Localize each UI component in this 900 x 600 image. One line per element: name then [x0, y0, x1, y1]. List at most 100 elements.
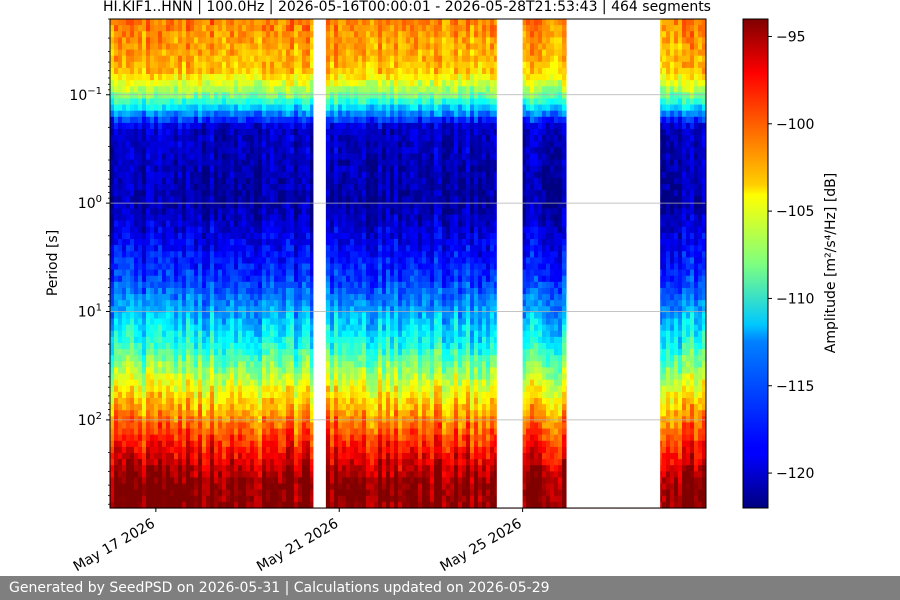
heatmap-cell — [110, 361, 115, 369]
heatmap-cell — [326, 312, 331, 320]
heatmap-cell — [326, 159, 331, 167]
heatmap-cell — [262, 171, 267, 179]
heatmap-cell — [218, 306, 223, 313]
heatmap-cell — [214, 312, 219, 320]
heatmap-cell — [342, 489, 347, 497]
heatmap-cell — [198, 361, 203, 369]
heatmap-cell — [114, 239, 119, 246]
heatmap-cell — [302, 342, 307, 350]
heatmap-cell — [138, 220, 143, 228]
heatmap-cell — [202, 342, 207, 350]
heatmap-cell — [138, 471, 143, 479]
heatmap-cell — [218, 391, 223, 399]
heatmap-cell — [346, 263, 351, 271]
heatmap-cell — [294, 110, 299, 118]
heatmap-cell — [130, 465, 135, 472]
heatmap-cell — [274, 61, 279, 69]
heatmap-cell — [250, 501, 255, 509]
heatmap-cell — [234, 342, 239, 350]
heatmap-cell — [198, 74, 203, 81]
heatmap-cell — [194, 208, 199, 216]
heatmap-cell — [290, 171, 295, 179]
heatmap-cell — [254, 312, 259, 320]
heatmap-cell — [234, 324, 239, 332]
heatmap-cell — [350, 367, 355, 375]
heatmap-cell — [294, 135, 299, 142]
heatmap-cell — [350, 391, 355, 399]
heatmap-cell — [330, 232, 335, 240]
heatmap-cell — [274, 434, 279, 442]
heatmap-cell — [286, 330, 291, 338]
heatmap-cell — [330, 153, 335, 161]
heatmap-cell — [298, 86, 303, 93]
heatmap-cell — [142, 92, 147, 100]
heatmap-cell — [198, 306, 203, 313]
heatmap-cell — [222, 196, 227, 203]
heatmap-cell — [206, 446, 211, 454]
heatmap-cell — [178, 226, 183, 234]
heatmap-cell — [298, 483, 303, 491]
heatmap-cell — [230, 19, 235, 26]
heatmap-cell — [290, 184, 295, 191]
heatmap-cell — [350, 190, 355, 197]
heatmap-cell — [354, 312, 359, 320]
heatmap-cell — [146, 275, 151, 283]
heatmap-cell — [234, 367, 239, 375]
heatmap-cell — [130, 19, 135, 26]
heatmap-cell — [274, 141, 279, 148]
heatmap-cell — [126, 404, 131, 411]
heatmap-cell — [210, 306, 215, 313]
heatmap-cell — [354, 336, 359, 344]
heatmap-cell — [326, 385, 331, 393]
heatmap-cell — [178, 312, 183, 320]
heatmap-cell — [298, 31, 303, 38]
heatmap-cell — [286, 171, 291, 179]
heatmap-cell — [114, 404, 119, 411]
heatmap-cell — [302, 98, 307, 106]
heatmap-cell — [186, 501, 191, 509]
heatmap-cell — [182, 37, 187, 45]
heatmap-cell — [154, 110, 159, 118]
heatmap-cell — [342, 31, 347, 38]
heatmap-cell — [206, 19, 211, 26]
heatmap-cell — [162, 336, 167, 344]
heatmap-cell — [122, 92, 127, 100]
heatmap-cell — [170, 220, 175, 228]
heatmap-cell — [230, 55, 235, 63]
heatmap-cell — [162, 245, 167, 252]
heatmap-cell — [154, 232, 159, 240]
heatmap-cell — [266, 410, 271, 417]
heatmap-cell — [286, 428, 291, 436]
heatmap-cell — [338, 318, 343, 326]
heatmap-cell — [234, 214, 239, 222]
heatmap-cell — [346, 251, 351, 258]
heatmap-cell — [250, 92, 255, 100]
heatmap-cell — [258, 452, 263, 460]
heatmap-cell — [278, 385, 283, 393]
heatmap-cell — [250, 410, 255, 417]
heatmap-cell — [194, 61, 199, 69]
heatmap-cell — [190, 171, 195, 179]
heatmap-cell — [202, 269, 207, 277]
heatmap-cell — [254, 190, 259, 197]
heatmap-cell — [126, 318, 131, 326]
heatmap-cell — [130, 141, 135, 148]
heatmap-cell — [142, 135, 147, 142]
heatmap-cell — [274, 330, 279, 338]
heatmap-cell — [138, 324, 143, 332]
heatmap-cell — [190, 43, 195, 51]
heatmap-cell — [214, 483, 219, 491]
heatmap-cell — [310, 330, 315, 338]
heatmap-cell — [134, 141, 139, 148]
heatmap-cell — [150, 465, 155, 472]
heatmap-cell — [174, 263, 179, 271]
heatmap-cell — [290, 80, 295, 87]
heatmap-cell — [114, 141, 119, 148]
heatmap-cell — [190, 177, 195, 185]
heatmap-cell — [306, 281, 311, 289]
heatmap-cell — [246, 342, 251, 350]
heatmap-cell — [174, 294, 179, 301]
heatmap-cell — [134, 294, 139, 301]
heatmap-cell — [206, 275, 211, 283]
heatmap-cell — [342, 190, 347, 197]
